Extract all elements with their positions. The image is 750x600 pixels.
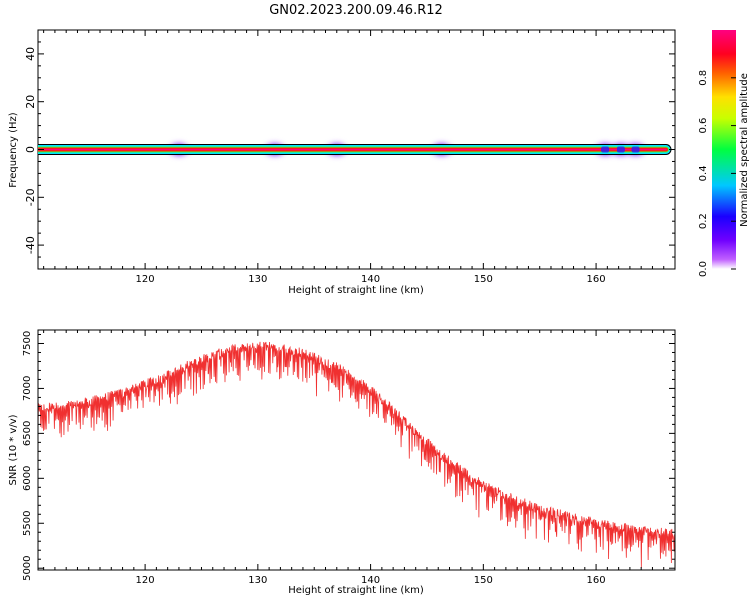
snr-xtick-label: 150 [474,575,493,586]
spectrogram-axes: 120 130 140 150 160 40 20 0 -20 -40 [24,29,675,285]
snr-xlabel: Height of straight line (km) [288,585,424,596]
colorbar-tick-label: 0.6 [698,118,709,134]
spectrogram-xtick-label: 160 [587,274,606,285]
spectrogram-band-layer [38,148,667,151]
colorbar-tick-label: 0.4 [698,165,709,181]
colorbar-tick-label: 0.0 [698,261,709,277]
snr-ytick-label: 5000 [22,555,33,580]
spectrogram-band-segment [616,146,625,153]
spectrogram-xtick-label: 130 [248,274,267,285]
figure-title: GN02.2023.200.09.46.R12 [269,3,443,18]
snr-ytick-label: 5500 [22,511,33,536]
colorbar-label: Normalized spectral amplitude [739,73,750,227]
spectrogram-xtick-label: 150 [474,274,493,285]
snr-ytick-label: 6000 [22,466,33,491]
snr-ytick-label: 7500 [22,331,33,356]
snr-series-line [38,341,675,568]
colorbar-ticks: 0.0 0.2 0.4 0.6 0.8 [698,70,736,277]
spectrogram-xtick-label: 120 [136,274,155,285]
spectrogram-ytick-label: 0 [24,146,37,153]
snr-ylabel: SNR (10 * v/v) [8,414,19,485]
colorbar-tick-label: 0.2 [698,213,709,229]
colorbar-gradient [712,30,736,269]
snr-axes: 120 130 140 150 160 5000 5500 6000 6500 7000 7500 [22,330,675,586]
spectrogram-ytick-label: -20 [24,188,37,206]
snr-xtick-label: 120 [136,575,155,586]
snr-panel: 120 130 140 150 160500055006000650070007500 … [8,329,676,596]
spectrogram-band-segment [631,146,640,153]
spectrogram-ytick-label: 20 [24,95,37,109]
spectrogram-band-segment [601,146,610,153]
snr-xtick-label: 160 [587,575,606,586]
spectrogram-ytick-label: 40 [24,47,37,61]
snr-xtick-label: 130 [248,575,267,586]
colorbar-tick-label: 0.8 [698,70,709,86]
snr-plot-area [38,341,675,568]
snr-frame [37,329,676,571]
spectrogram-xtick-label: 140 [361,274,380,285]
snr-ytick-label: 7000 [22,376,33,401]
spectrogram-panel: 120 130 140 150 160 40 20 0 -20 -40 Height of str… [8,29,676,296]
spectrogram-xlabel: Height of straight line (km) [288,285,424,296]
spectrogram-ytick-label: -40 [24,236,37,254]
snr-ytick-label: 6500 [22,421,33,446]
spectrogram-plot-area [38,141,672,158]
colorbar: 0.0 0.2 0.4 0.6 0.8 Normalized spectral ampl… [698,30,750,277]
snr-xtick-label: 140 [361,575,380,586]
spectrogram-ylabel: Frequency (Hz) [8,112,19,188]
